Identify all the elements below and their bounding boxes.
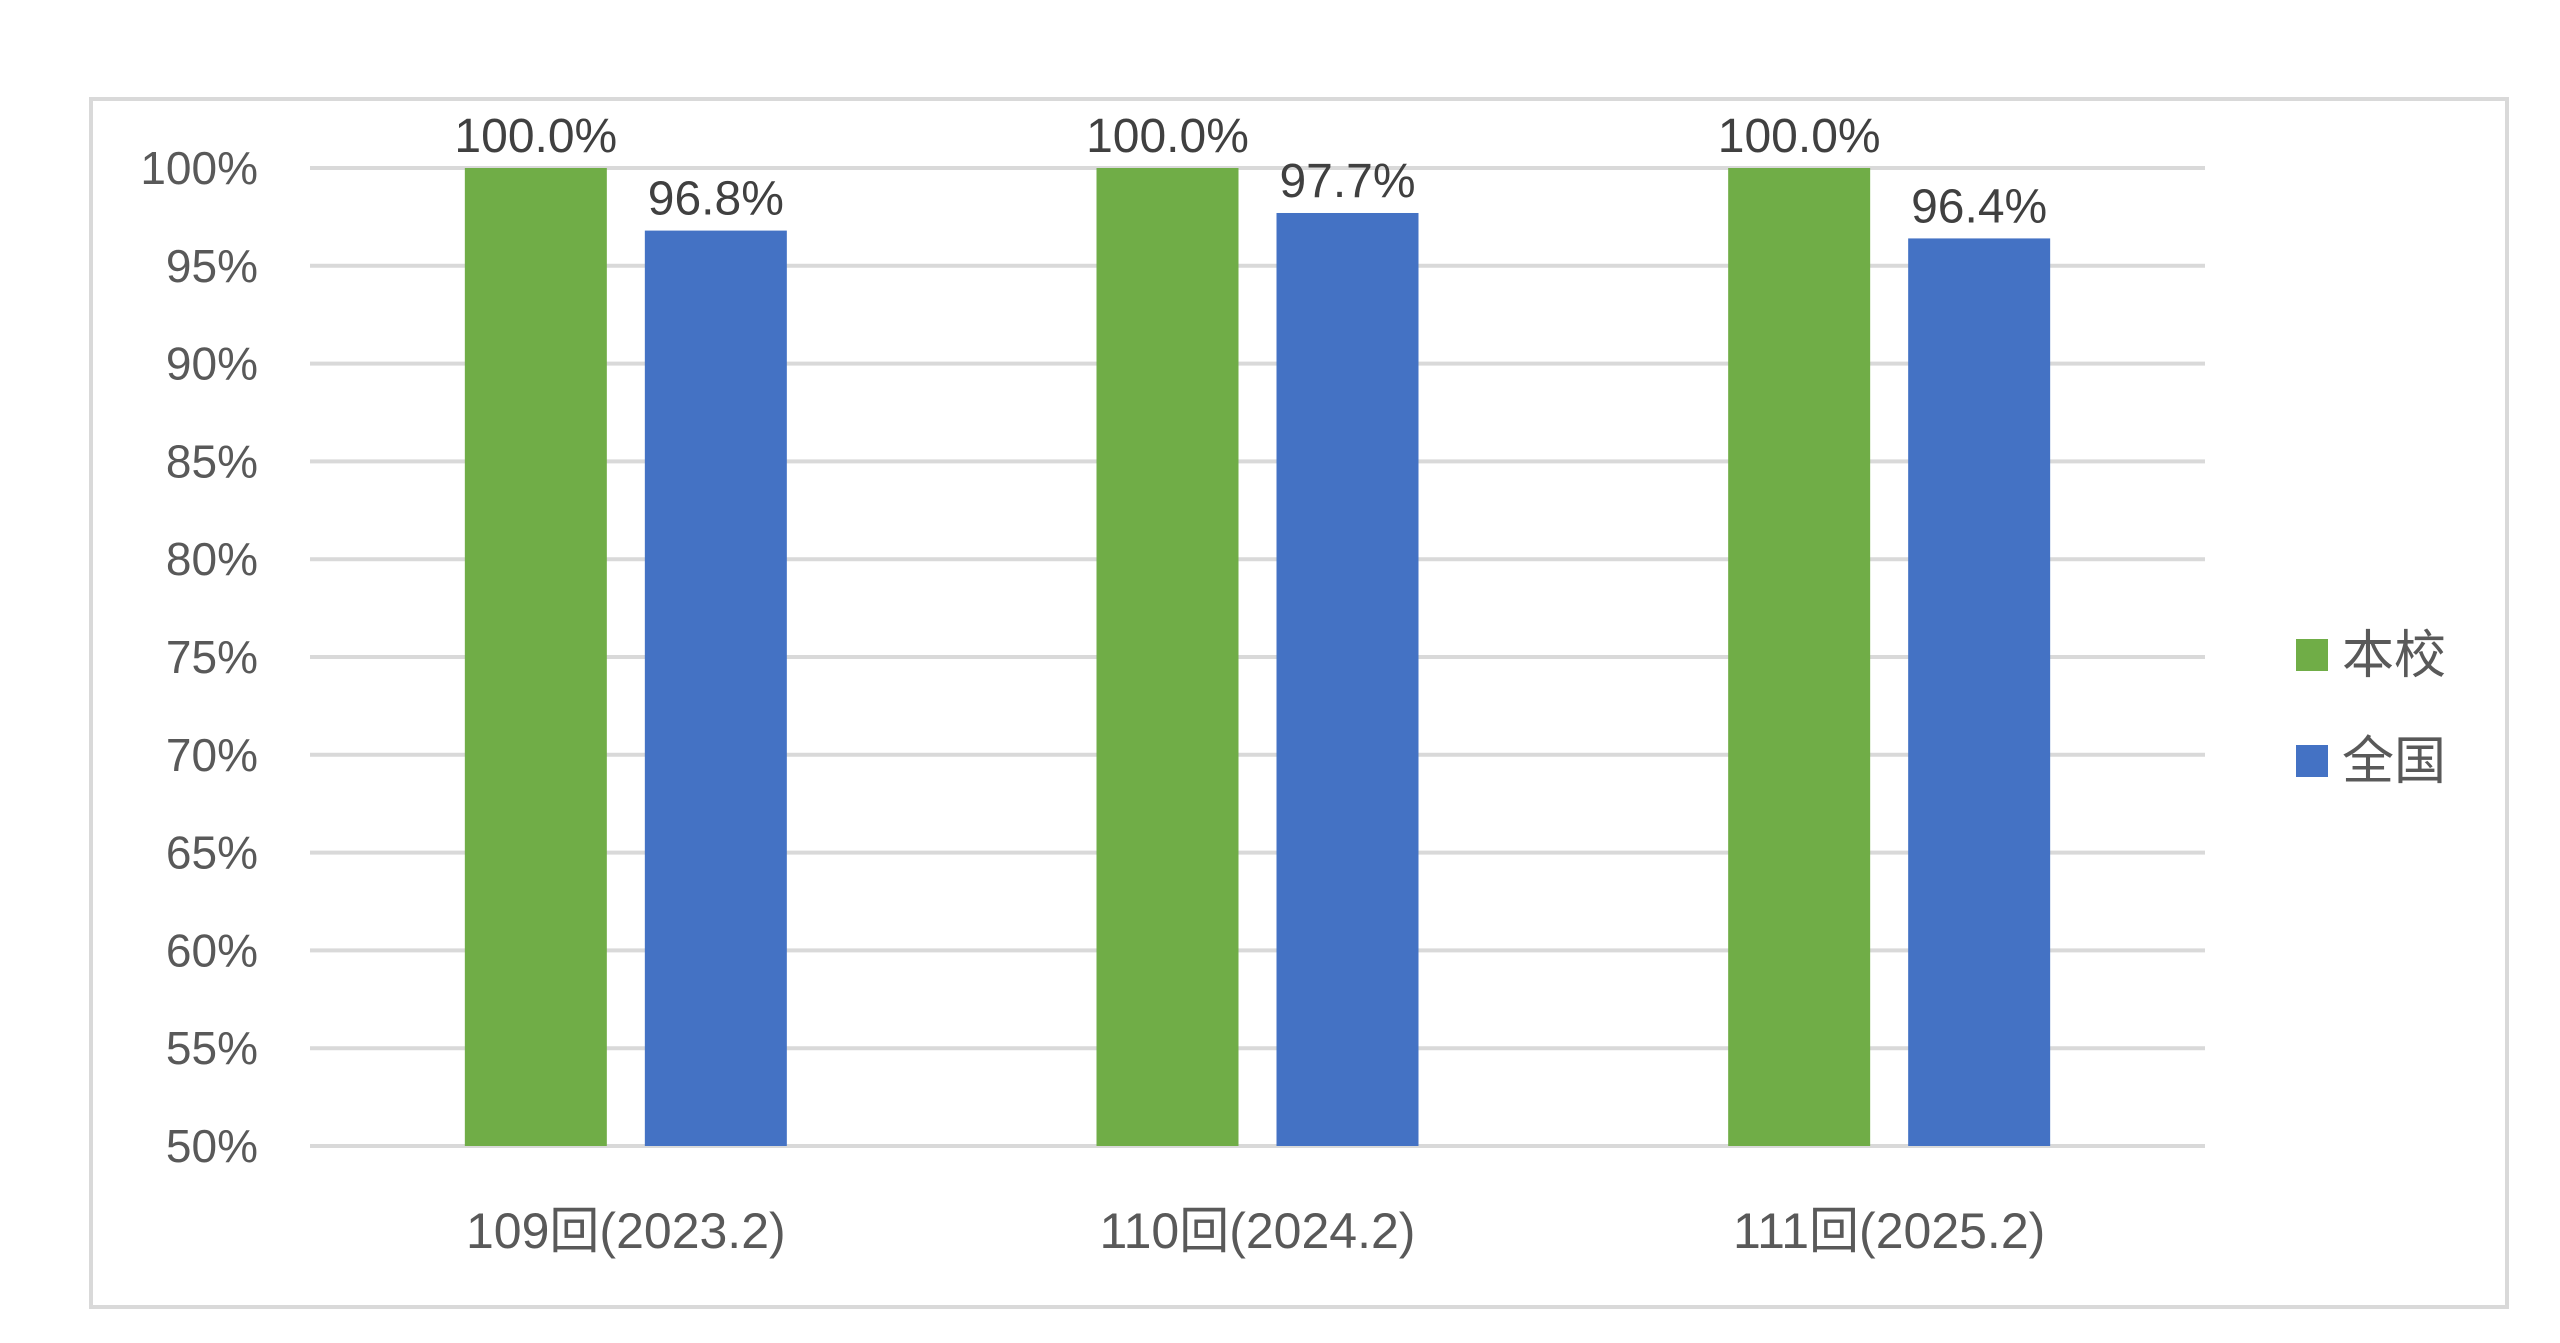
data-label: 100.0% bbox=[1086, 110, 1249, 163]
y-tick-label: 60% bbox=[166, 924, 258, 976]
data-label: 96.8% bbox=[648, 173, 784, 226]
data-label: 100.0% bbox=[1718, 110, 1881, 163]
y-tick-label: 50% bbox=[166, 1120, 258, 1172]
data-labels: 100.0% 96.8% 100.0% 97.7% 100.0% 96.4% bbox=[454, 110, 2047, 233]
y-tick-label: 100% bbox=[140, 142, 258, 194]
y-tick-label: 55% bbox=[166, 1022, 258, 1074]
x-category-label: 109回(2023.2) bbox=[466, 1203, 786, 1259]
data-label: 97.7% bbox=[1279, 155, 1415, 208]
legend-swatch bbox=[2296, 745, 2328, 777]
y-tick-label: 90% bbox=[166, 338, 258, 390]
gridlines bbox=[310, 166, 2205, 1148]
legend-swatch bbox=[2296, 639, 2328, 671]
bar-school bbox=[1728, 168, 1871, 1146]
y-tick-label: 85% bbox=[166, 435, 258, 487]
bar-school bbox=[464, 168, 607, 1146]
bar-school bbox=[1096, 168, 1239, 1146]
y-tick-label: 65% bbox=[166, 827, 258, 879]
bar-national bbox=[1276, 212, 1419, 1146]
bar-national bbox=[644, 230, 787, 1147]
legend-label: 本校 bbox=[2342, 626, 2446, 686]
y-axis-ticks: 100% 95% 90% 85% 80% 75% 70% 65% 60% 55% 50% bbox=[140, 142, 258, 1172]
y-tick-label: 80% bbox=[166, 533, 258, 585]
y-tick-label: 75% bbox=[166, 631, 258, 683]
y-tick-label: 70% bbox=[166, 729, 258, 781]
x-axis-categories: 109回(2023.2) 110回(2024.2) 111回(2025.2) bbox=[466, 1203, 2045, 1259]
bar-national bbox=[1908, 238, 2051, 1146]
data-label: 100.0% bbox=[454, 110, 617, 163]
bars bbox=[464, 168, 2051, 1147]
x-category-label: 110回(2024.2) bbox=[1100, 1203, 1416, 1259]
x-category-label: 111回(2025.2) bbox=[1733, 1203, 2045, 1259]
y-tick-label: 95% bbox=[166, 240, 258, 292]
legend-label: 全国 bbox=[2342, 732, 2446, 792]
data-label: 96.4% bbox=[1911, 180, 2047, 233]
